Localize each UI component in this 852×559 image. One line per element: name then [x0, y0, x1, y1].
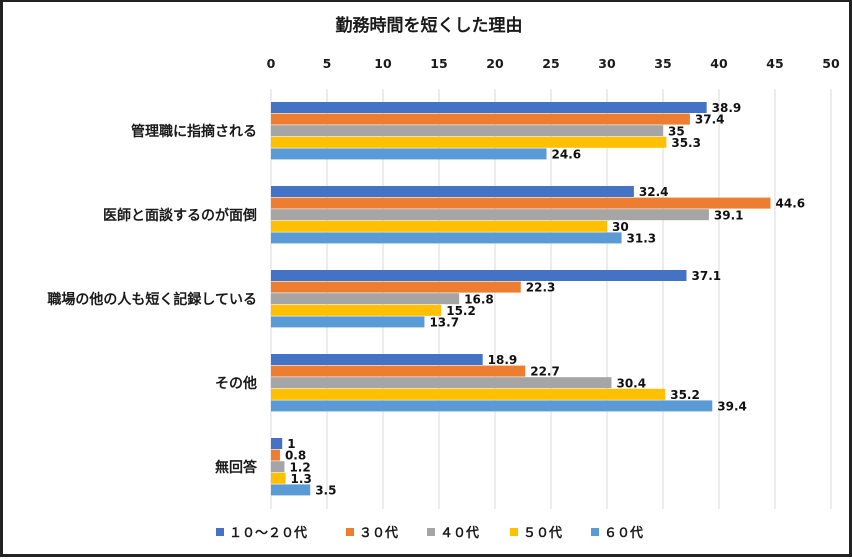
data-label: 16.8: [464, 292, 494, 306]
category-labels: 管理職に指摘される医師と面談するのが面倒職場の他の人も短く記録しているその他無回…: [47, 123, 258, 476]
bar: [271, 136, 667, 148]
data-label: 1.2: [289, 460, 310, 474]
legend-swatch: [427, 528, 435, 536]
x-tick-label: 30: [598, 56, 616, 71]
bar: [271, 304, 442, 316]
chart-title: 勤務時間を短くした理由: [336, 15, 523, 36]
bar: [271, 148, 547, 160]
data-label: 22.7: [530, 365, 560, 379]
data-label: 15.2: [446, 304, 476, 318]
bar: [271, 186, 634, 197]
bar: [271, 102, 707, 113]
chart-svg: 勤務時間を短くした理由 0 5 10 15 20 25 30 35 40 45 50 管理職に指摘さ…: [47, 15, 840, 541]
bar: [271, 472, 286, 484]
data-label: 18.9: [488, 353, 518, 367]
data-label: 1.3: [291, 472, 312, 486]
data-label: 1: [287, 437, 295, 451]
data-label: 37.4: [695, 113, 725, 127]
data-label: 30.4: [616, 376, 646, 390]
data-label: 13.7: [429, 316, 459, 330]
data-label: 35: [668, 124, 685, 138]
bar: [271, 377, 612, 389]
legend-label: ５０代: [523, 525, 562, 541]
bar: [271, 281, 521, 293]
bar: [271, 388, 666, 400]
bar: [271, 125, 663, 137]
legend-label: １０～２０代: [229, 525, 307, 541]
data-label: 38.9: [712, 101, 742, 115]
bar: [271, 400, 713, 412]
x-tick-label: 45: [766, 56, 783, 71]
x-tick-label: 15: [430, 56, 447, 71]
data-label: 39.4: [717, 400, 747, 414]
bar: [271, 449, 280, 461]
data-label: 32.4: [639, 185, 669, 199]
bar: [271, 270, 687, 281]
x-tick-label: 25: [542, 56, 559, 71]
x-tick-label: 50: [822, 56, 840, 71]
category-label: 医師と面談するのが面倒: [103, 207, 257, 224]
bar: [271, 220, 607, 232]
bar: [271, 354, 483, 365]
category-label: 無回答: [215, 459, 258, 476]
x-tick-label: 20: [486, 56, 504, 71]
x-tick-label: 10: [374, 56, 392, 71]
data-label: 22.3: [526, 281, 556, 295]
category-label: 管理職に指摘される: [131, 123, 257, 140]
legend-swatch: [510, 528, 518, 536]
bar: [271, 293, 460, 305]
data-label: 3.5: [315, 484, 336, 498]
x-axis-ticks: 0 5 10 15 20 25 30 35 40 45 50: [267, 56, 840, 71]
data-label: 35.3: [671, 136, 701, 150]
data-label: 30: [612, 220, 629, 234]
data-label: 31.3: [627, 232, 657, 246]
x-tick-label: 35: [654, 56, 671, 71]
category-label: その他: [215, 375, 257, 392]
legend-label: ４０代: [440, 525, 479, 541]
data-label: 39.1: [714, 208, 744, 222]
legend-swatch: [591, 528, 599, 536]
legend-swatch: [216, 528, 224, 536]
legend-label: ６０代: [604, 525, 643, 541]
bar: [271, 113, 690, 125]
bars: [271, 102, 771, 496]
bar: [271, 365, 526, 377]
category-label: 職場の他の人も短く記録している: [47, 291, 257, 308]
data-label: 24.6: [552, 148, 582, 162]
legend-label: ３０代: [359, 525, 398, 541]
data-label: 35.2: [670, 388, 700, 402]
x-tick-label: 5: [323, 56, 332, 71]
bar: [271, 461, 285, 473]
x-tick-label: 0: [267, 56, 276, 71]
legend: １０～２０代 ３０代 ４０代 ５０代 ６０代: [216, 525, 643, 541]
bar: [271, 438, 283, 449]
bar: [271, 209, 709, 221]
data-label: 37.1: [692, 269, 722, 283]
bar: [271, 316, 425, 328]
bar: [271, 197, 771, 209]
legend-swatch: [346, 528, 354, 536]
data-label: 0.8: [285, 449, 306, 463]
x-tick-label: 40: [710, 56, 728, 71]
bar: [271, 232, 622, 244]
data-label: 44.6: [776, 197, 806, 211]
bar: [271, 484, 311, 496]
